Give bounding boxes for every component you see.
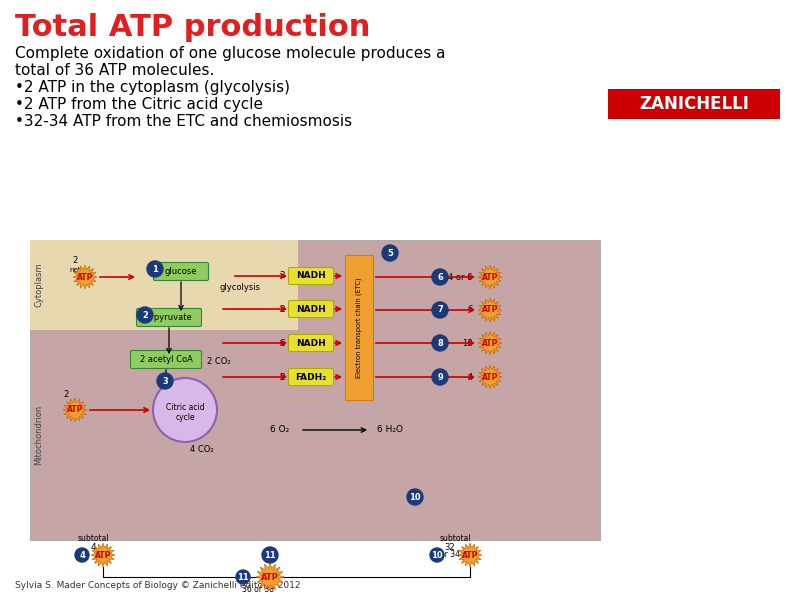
Polygon shape xyxy=(478,298,502,322)
Text: 8: 8 xyxy=(437,339,443,347)
Circle shape xyxy=(432,369,448,385)
Circle shape xyxy=(432,335,448,351)
Text: 2 CO₂: 2 CO₂ xyxy=(207,358,230,367)
Text: glucose: glucose xyxy=(164,267,197,276)
Text: subtotal: subtotal xyxy=(439,534,471,543)
FancyBboxPatch shape xyxy=(288,334,333,352)
Text: net: net xyxy=(69,267,81,273)
Text: total of 36 ATP molecules.: total of 36 ATP molecules. xyxy=(15,63,214,78)
Text: ATP: ATP xyxy=(67,406,83,415)
Text: Complete oxidation of one glucose molecule produces a: Complete oxidation of one glucose molecu… xyxy=(15,46,445,61)
Polygon shape xyxy=(478,331,502,355)
Bar xyxy=(608,89,780,119)
Circle shape xyxy=(236,570,250,584)
Circle shape xyxy=(262,547,278,563)
Text: Sylvia S. Mader Concepts of Biology © Zanichelli editore, 2012: Sylvia S. Mader Concepts of Biology © Za… xyxy=(15,581,300,590)
Text: Cytoplasm: Cytoplasm xyxy=(34,262,44,307)
Text: 34: 34 xyxy=(757,100,775,114)
Text: 4: 4 xyxy=(91,543,96,552)
Text: 32: 32 xyxy=(445,543,455,552)
Text: 7: 7 xyxy=(437,305,443,315)
Text: 6 O₂: 6 O₂ xyxy=(271,425,290,434)
Circle shape xyxy=(432,302,448,318)
Text: ATP: ATP xyxy=(482,305,498,315)
Text: 11: 11 xyxy=(264,550,276,559)
Text: 4: 4 xyxy=(79,550,85,559)
Text: glycolysis: glycolysis xyxy=(220,283,261,292)
Polygon shape xyxy=(458,543,482,567)
Text: 36 or 38
total: 36 or 38 total xyxy=(242,585,274,595)
Text: 6 H₂O: 6 H₂O xyxy=(377,425,403,434)
FancyBboxPatch shape xyxy=(288,268,333,284)
Text: ZANICHELLI: ZANICHELLI xyxy=(639,95,749,113)
Text: NADH: NADH xyxy=(296,305,326,314)
Text: or 34: or 34 xyxy=(440,550,460,559)
Polygon shape xyxy=(478,365,502,389)
FancyBboxPatch shape xyxy=(153,262,209,280)
Text: 2: 2 xyxy=(142,311,148,320)
Text: 11: 11 xyxy=(237,572,249,581)
Text: NADH: NADH xyxy=(296,339,326,347)
Text: FADH₂: FADH₂ xyxy=(295,372,326,381)
Polygon shape xyxy=(63,398,87,422)
Text: ATP: ATP xyxy=(94,550,111,559)
Polygon shape xyxy=(256,563,284,591)
Text: 2 pyruvate: 2 pyruvate xyxy=(146,313,192,322)
Text: subtotal: subtotal xyxy=(77,534,109,543)
Polygon shape xyxy=(73,265,97,289)
Text: 10: 10 xyxy=(431,550,443,559)
Text: 2 acetyl CoA: 2 acetyl CoA xyxy=(140,355,192,364)
Circle shape xyxy=(147,261,163,277)
Circle shape xyxy=(153,378,217,442)
Text: NADH: NADH xyxy=(296,271,326,280)
Text: 18: 18 xyxy=(462,339,473,347)
Text: 2: 2 xyxy=(279,271,285,280)
Text: cycle: cycle xyxy=(175,414,195,422)
Circle shape xyxy=(382,245,398,261)
Text: 4 CO₂: 4 CO₂ xyxy=(190,446,214,455)
Bar xyxy=(30,240,600,540)
Text: 2: 2 xyxy=(64,390,68,399)
Text: 2: 2 xyxy=(279,305,285,314)
Text: ATP: ATP xyxy=(261,572,279,581)
Text: •32-34 ATP from the ETC and chemiosmosis: •32-34 ATP from the ETC and chemiosmosis xyxy=(15,114,352,129)
Circle shape xyxy=(75,548,89,562)
Text: Citric acid: Citric acid xyxy=(166,403,204,412)
Text: 4: 4 xyxy=(468,372,473,381)
Circle shape xyxy=(137,307,153,323)
Text: 10: 10 xyxy=(409,493,421,502)
Text: •2 ATP from the Citric acid cycle: •2 ATP from the Citric acid cycle xyxy=(15,97,263,112)
FancyBboxPatch shape xyxy=(130,350,202,368)
FancyBboxPatch shape xyxy=(288,300,333,318)
Text: 4 or 6: 4 or 6 xyxy=(449,273,473,281)
Circle shape xyxy=(157,373,173,389)
Circle shape xyxy=(432,269,448,285)
FancyBboxPatch shape xyxy=(288,368,333,386)
Text: Mitochondrion: Mitochondrion xyxy=(34,405,44,465)
Text: ATP: ATP xyxy=(482,339,498,347)
Text: ATP: ATP xyxy=(482,372,498,381)
Text: 9: 9 xyxy=(437,372,443,381)
Text: Electron transport chain (ETC): Electron transport chain (ETC) xyxy=(356,277,362,378)
Bar xyxy=(345,255,373,400)
Text: 6: 6 xyxy=(279,339,285,347)
FancyBboxPatch shape xyxy=(137,308,202,327)
Text: ATP: ATP xyxy=(77,273,93,281)
Circle shape xyxy=(407,489,423,505)
Text: 2: 2 xyxy=(279,372,285,381)
Text: •2 ATP in the cytoplasm (glycolysis): •2 ATP in the cytoplasm (glycolysis) xyxy=(15,80,290,95)
Text: 3: 3 xyxy=(162,377,168,386)
Text: ATP: ATP xyxy=(462,550,478,559)
Polygon shape xyxy=(478,265,502,289)
Text: 2: 2 xyxy=(72,256,78,265)
Circle shape xyxy=(430,548,444,562)
Polygon shape xyxy=(91,543,115,567)
Bar xyxy=(30,240,298,330)
Text: 6: 6 xyxy=(437,273,443,281)
Text: 1: 1 xyxy=(152,265,158,274)
Text: 5: 5 xyxy=(387,249,393,258)
Text: Total ATP production: Total ATP production xyxy=(15,13,370,42)
Text: 6: 6 xyxy=(468,305,473,315)
Text: ATP: ATP xyxy=(482,273,498,281)
